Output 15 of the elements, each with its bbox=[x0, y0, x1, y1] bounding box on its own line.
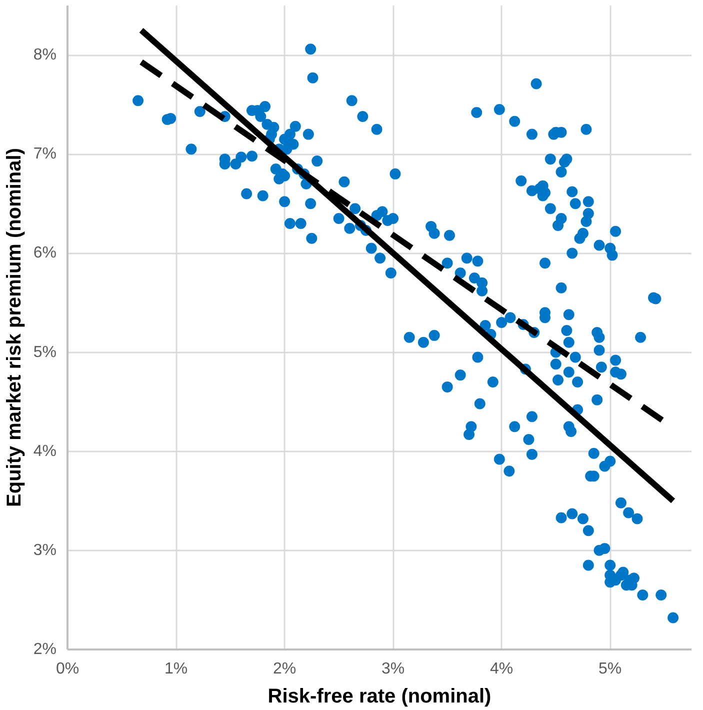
x-tick-label: 4% bbox=[490, 660, 514, 678]
x-tick-label: 5% bbox=[598, 660, 622, 678]
y-tick-label: 6% bbox=[33, 244, 56, 262]
x-tick-label: 2% bbox=[272, 660, 296, 678]
y-tick-label: 2% bbox=[33, 641, 56, 658]
y-tick-label: 4% bbox=[33, 442, 56, 460]
y-tick-label: 8% bbox=[33, 46, 56, 64]
x-tick-label: 0% bbox=[56, 660, 80, 678]
y-axis-title: Equity market risk premium (nominal) bbox=[3, 148, 26, 507]
x-axis-title: Risk-free rate (nominal) bbox=[268, 686, 492, 708]
x-tick-label: 3% bbox=[382, 660, 405, 678]
y-tick-label: 7% bbox=[33, 146, 56, 163]
x-tick-label: 1% bbox=[164, 660, 188, 678]
y-tick-label: 3% bbox=[33, 542, 56, 559]
y-tick-label: 5% bbox=[33, 344, 56, 361]
